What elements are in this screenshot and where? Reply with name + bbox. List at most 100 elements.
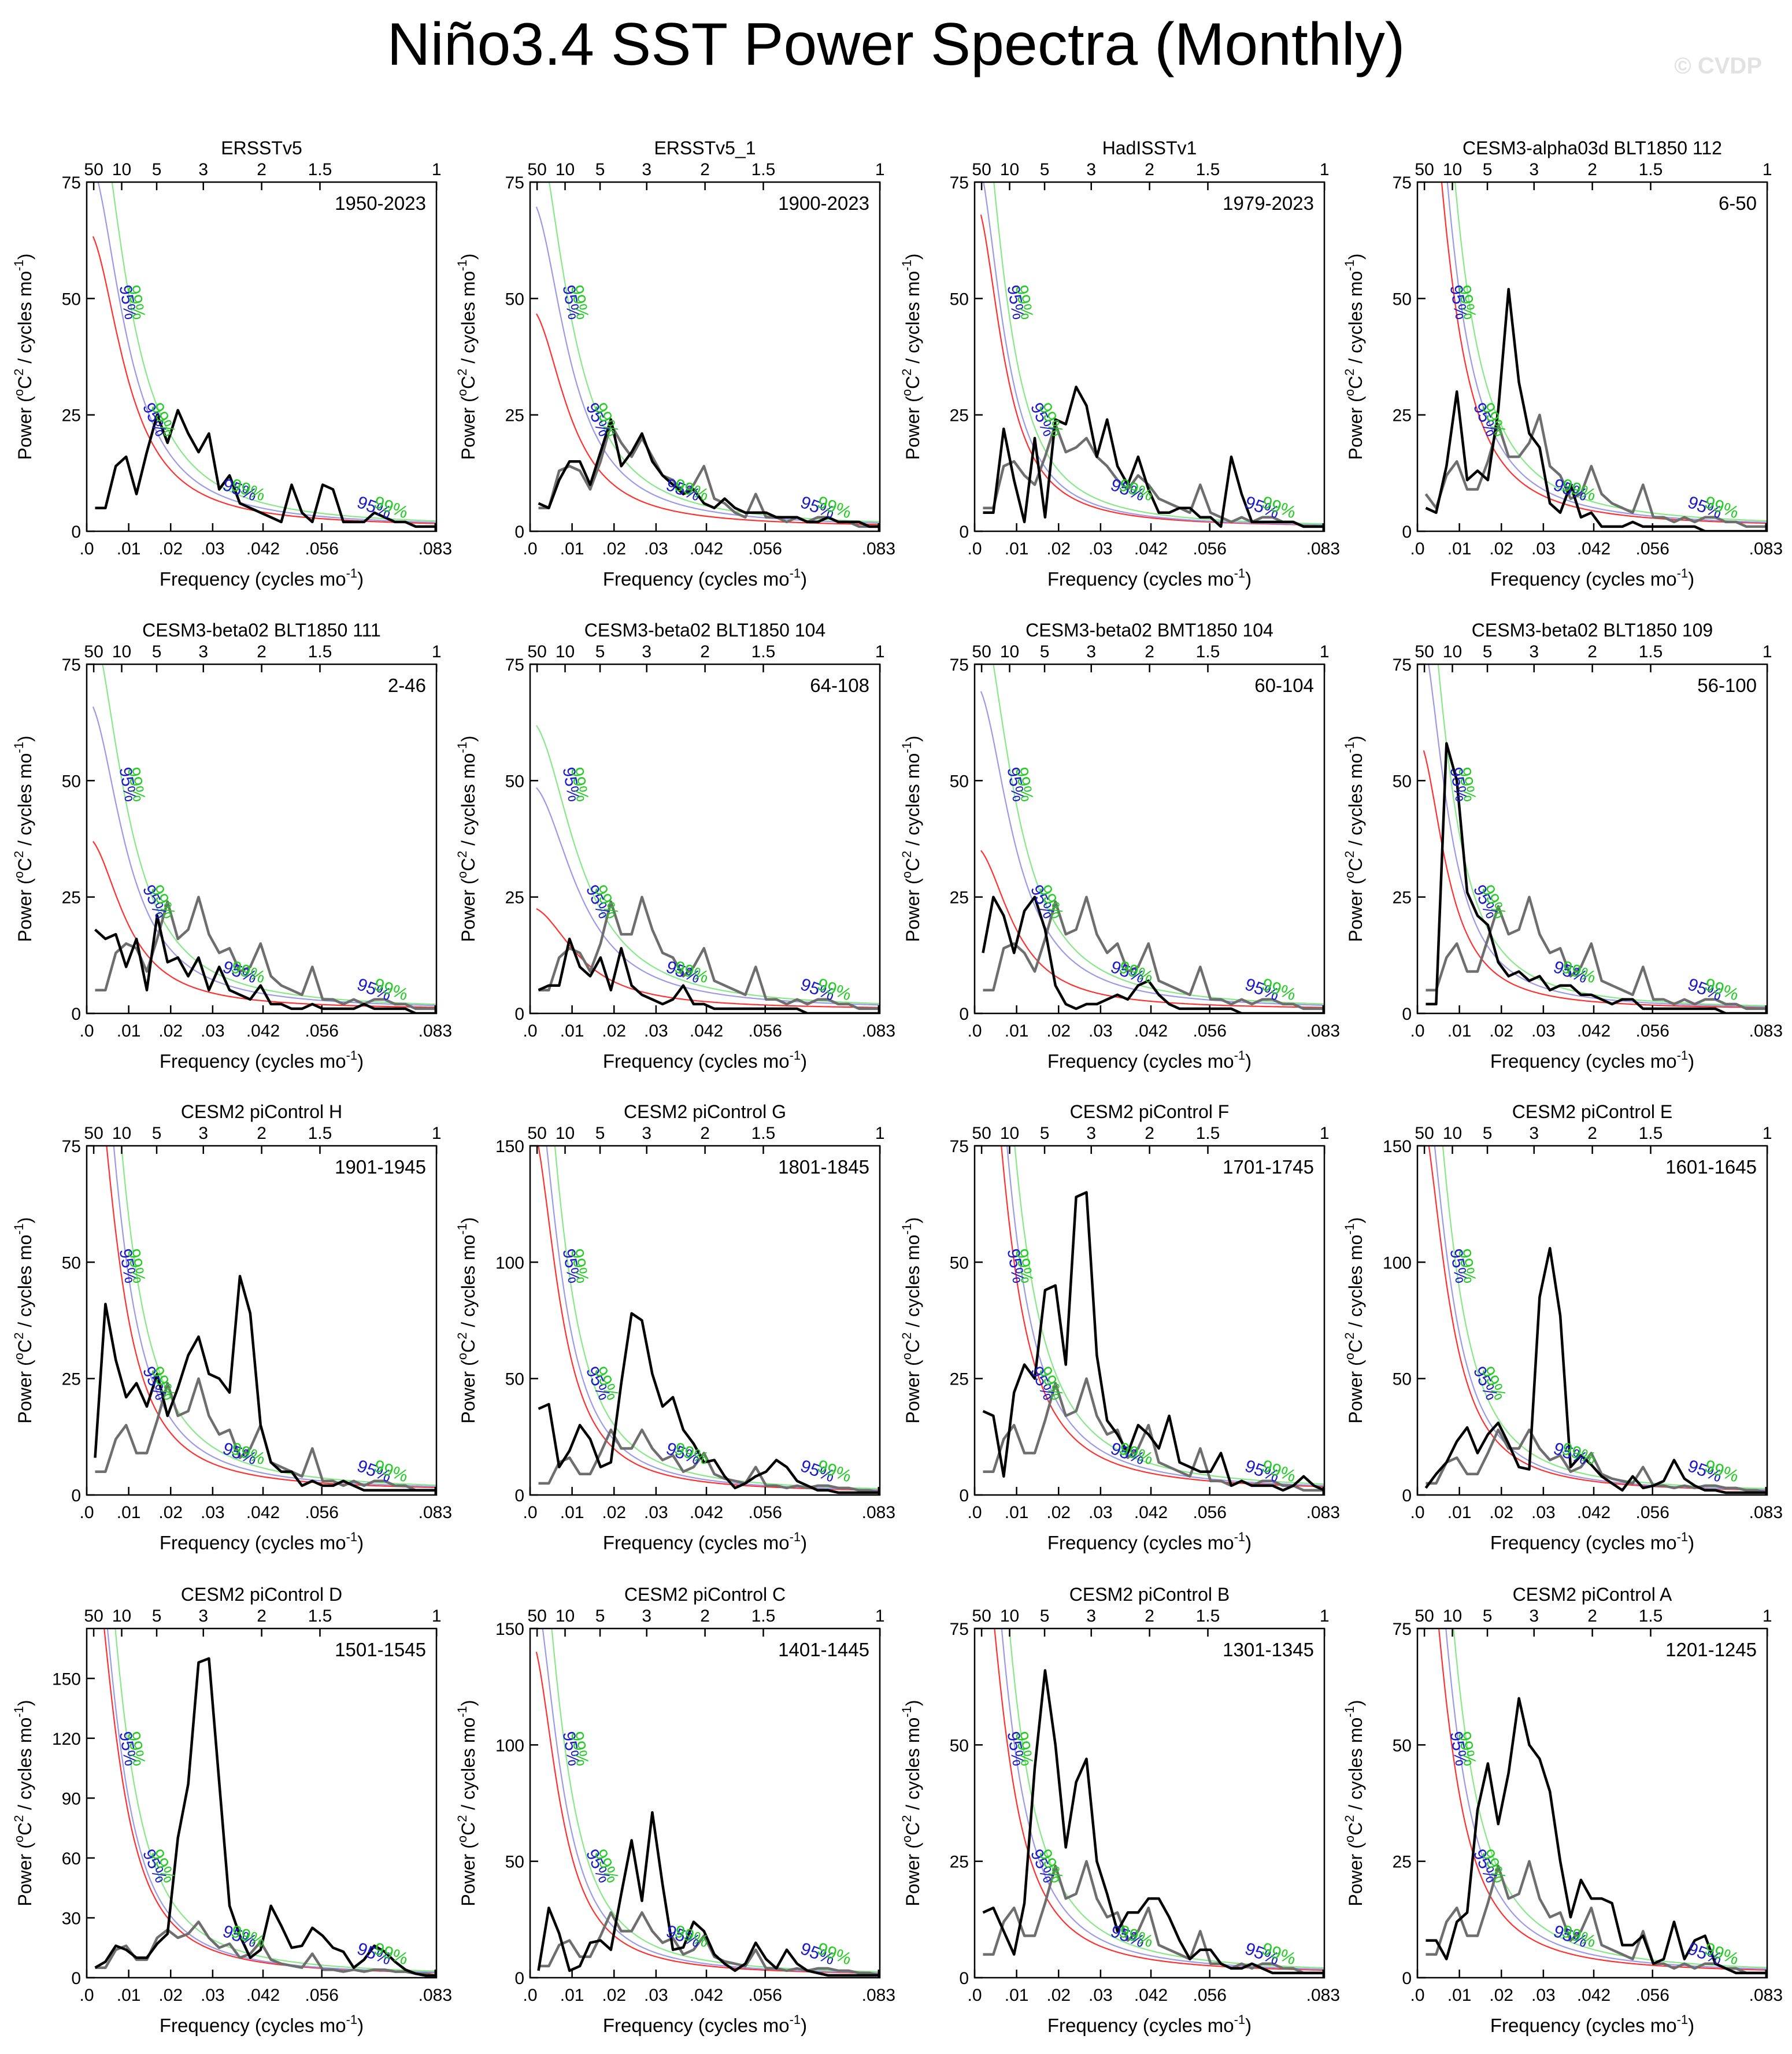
y-axis-label-rest: / cycles mo: [902, 753, 923, 851]
y-axis-label-square: 2: [899, 369, 914, 376]
y-axis-label-close: ): [902, 1217, 923, 1224]
x-tick-label: .083: [1306, 1986, 1340, 2005]
y-axis-label-text: Power (: [458, 878, 479, 942]
period-tick-label: 3: [198, 1124, 208, 1143]
period-tick-label: 1: [1763, 1607, 1772, 1626]
y-axis-label-degree: o: [899, 389, 914, 396]
ci99-curve: [549, 182, 880, 523]
period-tick-label: 5: [1040, 642, 1050, 661]
spectrum-line: [94, 1657, 436, 1977]
y-axis-label-text: Power (: [14, 396, 35, 460]
y-tick-label: 75: [62, 173, 81, 193]
period-tick-label: 2: [700, 1124, 710, 1143]
y-axis-label: Power (oC2 / cycles mo-1): [455, 1217, 479, 1424]
x-axis-label-sup: -1: [1677, 1048, 1689, 1063]
panel-title: CESM3-beta02 BMT1850 104: [1025, 620, 1273, 641]
plot-area: [982, 1629, 1324, 1975]
red-noise-curve: [1001, 1146, 1324, 1487]
x-tick-label: .01: [1005, 539, 1029, 558]
period-tick-label: 2: [700, 1607, 710, 1626]
x-tick-label: .056: [305, 1986, 339, 2005]
ci99-curve: [551, 1629, 880, 1972]
period-tick-label: 50: [972, 1607, 991, 1626]
x-tick-label: .01: [117, 1503, 141, 1522]
period-tick-label: 10: [1443, 160, 1462, 179]
spectrum-panel: 95%99%95%99%95%99%95%99%0255075.0.01.02.…: [1342, 620, 1783, 1072]
x-tick-label: .01: [117, 539, 141, 558]
ci95-curve: [1445, 1629, 1767, 1970]
y-axis-label: Power (oC2 / cycles mo-1): [1342, 254, 1366, 460]
period-tick-label: 10: [112, 642, 131, 661]
x-tick-label: .083: [1749, 539, 1783, 558]
y-axis-label-rest: / cycles mo: [14, 753, 35, 851]
ci95-curve: [1428, 664, 1767, 1008]
red-noise-curve: [1438, 1629, 1767, 1971]
y-axis-label-text: Power (: [1345, 1360, 1366, 1424]
x-tick-label: .03: [644, 1022, 668, 1041]
x-axis-label-close: ): [1245, 2015, 1252, 2036]
x-tick-label: .01: [560, 539, 584, 558]
y-axis-label-unit: C: [458, 376, 479, 389]
y-axis-label: Power (oC2 / cycles mo-1): [12, 1700, 35, 1907]
x-axis-label-close: ): [357, 1532, 364, 1553]
period-tick-label: 10: [112, 1124, 131, 1143]
y-axis-label-sup: -1: [899, 1706, 914, 1718]
x-tick-label: .083: [1306, 1022, 1340, 1041]
y-axis-label-rest: / cycles mo: [902, 1718, 923, 1815]
x-tick-label: .056: [1193, 1986, 1227, 2005]
y-axis-label-sup: -1: [455, 1223, 469, 1235]
x-tick-label: .042: [690, 1022, 723, 1041]
y-tick-label: 0: [71, 1486, 81, 1505]
y-axis-label-text: Power (: [458, 1842, 479, 1907]
y-axis-label-unit: C: [14, 1822, 35, 1835]
period-tick-label: 3: [642, 1124, 651, 1143]
y-axis-label: Power (oC2 / cycles mo-1): [455, 254, 479, 460]
y-axis-label-unit: C: [902, 376, 923, 389]
ci99-curve: [102, 664, 436, 1005]
y-axis-label-close: ): [458, 736, 479, 742]
period-tick-label: 1: [1320, 642, 1330, 661]
period-tick-label: 2: [257, 1607, 266, 1626]
period-tick-label: 1.5: [751, 160, 776, 179]
plot-area: [535, 182, 880, 528]
x-axis-label-close: ): [1688, 2015, 1694, 2036]
y-tick-label: 0: [959, 1005, 969, 1024]
red-noise-curve: [1441, 182, 1767, 524]
y-axis-label-rest: / cycles mo: [1345, 1718, 1366, 1815]
y-axis-label-unit: C: [458, 1822, 479, 1835]
spectrum-line: [537, 1811, 880, 1977]
ci99-curve: [114, 1629, 436, 1972]
period-tick-label: 1: [1320, 1607, 1330, 1626]
period-tick-label: 1.5: [751, 1124, 776, 1143]
x-tick-label: .056: [749, 1022, 782, 1041]
y-tick-label: 90: [62, 1789, 81, 1808]
y-axis-label-close: ): [902, 254, 923, 260]
period-tick-label: 3: [1086, 1124, 1096, 1143]
period-tick-label: 1.5: [1639, 1607, 1663, 1626]
y-axis-label: Power (oC2 / cycles mo-1): [1342, 1217, 1366, 1424]
y-axis-label-unit: C: [1345, 1339, 1366, 1353]
x-tick-label: .02: [1046, 1022, 1071, 1041]
x-tick-label: .083: [862, 1022, 895, 1041]
period-tick-label: 10: [556, 1124, 575, 1143]
y-axis-label-close: ): [14, 1217, 35, 1224]
plot-frame: [86, 663, 438, 1015]
y-axis-label-rest: / cycles mo: [14, 1235, 35, 1333]
x-axis-label-close: ): [801, 1532, 807, 1553]
panel-title: HadISSTv1: [1102, 138, 1197, 158]
x-tick-label: .042: [1577, 1503, 1610, 1522]
x-axis-label-close: ): [357, 2015, 364, 2036]
y-axis-label-close: ): [458, 254, 479, 260]
y-axis-label: Power (oC2 / cycles mo-1): [455, 1700, 479, 1907]
y-axis-label-rest: / cycles mo: [14, 1718, 35, 1815]
y-axis-label-sup: -1: [899, 1223, 914, 1235]
y-axis-label-degree: o: [455, 1353, 469, 1360]
x-tick-label: .083: [1749, 1503, 1783, 1522]
x-tick-label: .0: [79, 1986, 94, 2005]
x-axis-label-close: ): [1245, 1532, 1252, 1553]
panel-period: 1701-1745: [1223, 1156, 1314, 1178]
ci95-curve: [546, 1146, 880, 1490]
y-axis-label-close: ): [902, 1700, 923, 1707]
period-tick-label: 50: [1415, 1124, 1434, 1143]
spectrum-line: [982, 1191, 1324, 1492]
